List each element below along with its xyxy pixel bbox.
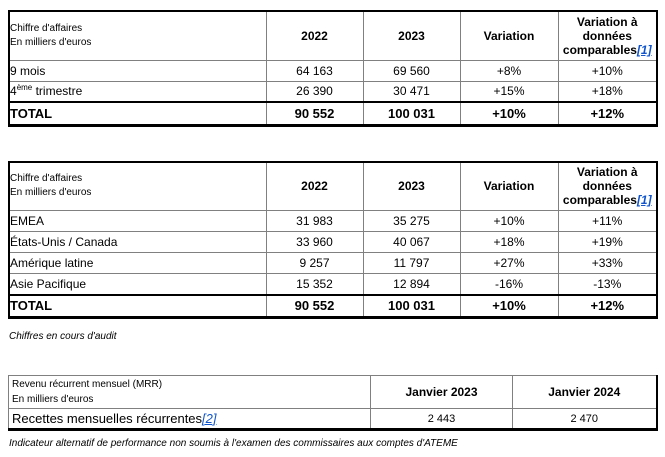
value-cell-variation: +18% xyxy=(459,231,559,253)
footnote-1-link[interactable]: [1] xyxy=(636,193,652,208)
table-title-cell: Revenu récurrent mensuel (MRR) En millie… xyxy=(8,375,371,409)
total-cell-variation-comparable: +12% xyxy=(557,293,658,318)
value-cell-variation: +27% xyxy=(459,252,559,274)
audit-note: Chiffres en cours d'audit xyxy=(9,331,117,342)
footnote-2-link[interactable]: [2] xyxy=(202,411,217,426)
total-cell-2022: 90 552 xyxy=(265,101,364,126)
column-header-variation: Variation xyxy=(459,10,559,61)
table-title-line1: Chiffre d'affaires xyxy=(10,173,83,185)
table-title-line2: En milliers d'euros xyxy=(10,36,92,48)
value-cell-janvier-2023: 2 443 xyxy=(370,408,513,430)
value-cell-2023: 11 797 xyxy=(362,252,461,274)
table-total-row: TOTAL 90 552 100 031 +10% +12% xyxy=(8,293,658,318)
value-cell-variation-comparable: +18% xyxy=(557,80,658,103)
column-header-variation-comparable: Variation à données comparables[1] xyxy=(557,161,658,211)
total-cell-2023: 100 031 xyxy=(362,293,461,318)
row-label-cell: EMEA xyxy=(8,210,267,232)
value-cell-variation-comparable: +10% xyxy=(557,59,658,82)
value-cell-2022: 31 983 xyxy=(265,210,364,232)
indicator-note: Indicateur alternatif de performance non… xyxy=(9,438,458,449)
value-cell-variation-comparable: -13% xyxy=(557,273,658,295)
row-label-cell: 9 mois xyxy=(8,59,267,82)
table-header-row: Chiffre d'affaires En milliers d'euros 2… xyxy=(8,10,658,61)
value-cell-variation: +10% xyxy=(459,210,559,232)
value-cell-variation-comparable: +33% xyxy=(557,252,658,274)
value-cell-janvier-2024: 2 470 xyxy=(512,408,657,430)
mrr-row-label: Recettes mensuelles récurrentes xyxy=(12,411,203,426)
value-cell-2023: 40 067 xyxy=(362,231,461,253)
row-label-cell: États-Unis / Canada xyxy=(8,231,267,253)
total-cell-2022: 90 552 xyxy=(265,293,364,318)
value-cell-2022: 15 352 xyxy=(265,273,364,295)
total-label-cell: TOTAL xyxy=(8,101,267,126)
value-cell-2022: 26 390 xyxy=(265,80,364,103)
value-cell-variation-comparable: +11% xyxy=(557,210,658,232)
revenue-by-period-table: Chiffre d'affaires En milliers d'euros 2… xyxy=(8,10,658,127)
total-cell-variation: +10% xyxy=(459,101,559,126)
table-title-line2: En milliers d'euros xyxy=(10,187,92,199)
value-cell-2023: 30 471 xyxy=(362,80,461,103)
row-label-cell: Recettes mensuelles récurrentes[2] xyxy=(8,408,371,430)
row-label-cell: 4ème trimestre xyxy=(8,80,267,103)
column-header-2023: 2023 xyxy=(362,10,461,61)
table-title-cell: Chiffre d'affaires En milliers d'euros xyxy=(8,161,267,211)
mrr-table: Revenu récurrent mensuel (MRR) En millie… xyxy=(8,375,658,431)
value-cell-2023: 35 275 xyxy=(362,210,461,232)
table-row: Recettes mensuelles récurrentes[2] 2 443… xyxy=(8,408,657,430)
column-header-variation-comparable-label: Variation à données comparables xyxy=(562,14,638,57)
revenue-by-region-table: Chiffre d'affaires En milliers d'euros 2… xyxy=(8,160,658,319)
table-header-row: Revenu récurrent mensuel (MRR) En millie… xyxy=(8,375,657,409)
table-row: Amérique latine 9 257 11 797 +27% +33% xyxy=(8,252,658,274)
row-label-suffix: trimestre xyxy=(32,84,83,99)
table-title-cell: Chiffre d'affaires En milliers d'euros xyxy=(8,10,267,61)
total-cell-variation: +10% xyxy=(459,293,559,318)
table-row: États-Unis / Canada 33 960 40 067 +18% +… xyxy=(8,231,658,253)
column-header-variation: Variation xyxy=(459,161,559,211)
column-header-janvier-2023: Janvier 2023 xyxy=(370,375,513,409)
total-cell-2023: 100 031 xyxy=(362,101,461,126)
row-label-superscript: ème xyxy=(16,83,33,93)
row-label-cell: Amérique latine xyxy=(8,252,267,274)
value-cell-variation: +15% xyxy=(459,80,559,103)
column-header-2022: 2022 xyxy=(265,161,364,211)
row-label-prefix: 4 xyxy=(10,84,17,99)
row-label-cell: Asie Pacifique xyxy=(8,273,267,295)
column-header-variation-comparable: Variation à données comparables[1] xyxy=(557,10,658,61)
value-cell-2022: 64 163 xyxy=(265,59,364,82)
value-cell-variation-comparable: +19% xyxy=(557,231,658,253)
value-cell-2023: 69 560 xyxy=(362,59,461,82)
column-header-janvier-2024: Janvier 2024 xyxy=(512,375,657,409)
column-header-2023: 2023 xyxy=(362,161,461,211)
table-total-row: TOTAL 90 552 100 031 +10% +12% xyxy=(8,101,658,126)
value-cell-2022: 9 257 xyxy=(265,252,364,274)
table-row: 4ème trimestre 26 390 30 471 +15% +18% xyxy=(8,80,658,103)
value-cell-variation: -16% xyxy=(459,273,559,295)
total-cell-variation-comparable: +12% xyxy=(557,101,658,126)
table-header-row: Chiffre d'affaires En milliers d'euros 2… xyxy=(8,161,658,211)
table-row: 9 mois 64 163 69 560 +8% +10% xyxy=(8,59,658,82)
table-title-line2: En milliers d'euros xyxy=(12,394,94,405)
footnote-1-link[interactable]: [1] xyxy=(636,42,652,57)
table-title-line1: Chiffre d'affaires xyxy=(10,22,83,34)
value-cell-variation: +8% xyxy=(459,59,559,82)
value-cell-2023: 12 894 xyxy=(362,273,461,295)
total-label-cell: TOTAL xyxy=(8,293,267,318)
table-row: EMEA 31 983 35 275 +10% +11% xyxy=(8,210,658,232)
value-cell-2022: 33 960 xyxy=(265,231,364,253)
column-header-2022: 2022 xyxy=(265,10,364,61)
column-header-variation-comparable-label: Variation à données comparables xyxy=(562,165,638,208)
table-title-line1: Revenu récurrent mensuel (MRR) xyxy=(12,379,163,390)
table-row: Asie Pacifique 15 352 12 894 -16% -13% xyxy=(8,273,658,295)
